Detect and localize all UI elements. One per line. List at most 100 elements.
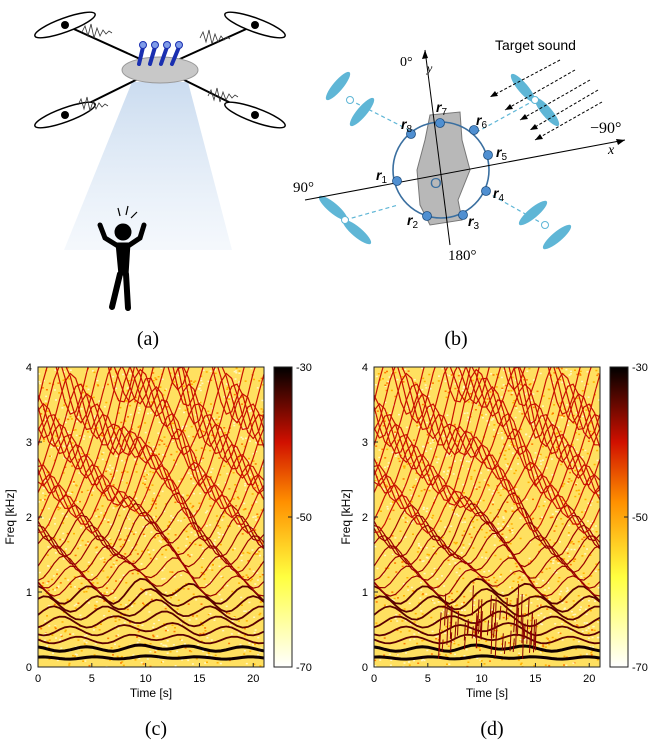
x-axis-label: x: [607, 143, 615, 158]
harmonic-line: [374, 577, 600, 605]
harmonic-line: [38, 577, 264, 605]
noise-streak: [471, 626, 474, 639]
noise-streak: [438, 629, 441, 659]
harmonic-line: [374, 385, 600, 470]
noise-streak: [438, 633, 441, 652]
noise-streak: [474, 622, 477, 636]
y-axis-label: y: [426, 61, 433, 75]
harmonic-line: [374, 598, 600, 621]
y-tick-label: 4: [362, 362, 368, 374]
angle-90-label: 90°: [293, 180, 314, 196]
angle-180-label: 180°: [448, 248, 477, 264]
noise-streak: [471, 585, 474, 616]
propeller-icon: [518, 200, 572, 250]
noise-streak: [522, 625, 525, 660]
propeller-icon: [224, 11, 286, 39]
harmonic-line: [374, 610, 600, 629]
noise-streak: [449, 605, 452, 639]
target-sound-label: Target sound: [495, 37, 576, 53]
mic-label-r5: r5: [496, 144, 507, 163]
noise-streak: [480, 611, 483, 640]
noise-streak: [529, 630, 532, 653]
harmonic-line: [38, 587, 264, 613]
noise-streak: [492, 603, 495, 617]
harmonic-line: [374, 511, 600, 558]
noise-waveform-icon: [199, 29, 231, 45]
noise-streak: [446, 616, 449, 645]
harmonic-line: [374, 503, 600, 550]
harmonic-line: [374, 643, 600, 653]
noise-streak: [463, 622, 466, 641]
noise-streak: [477, 599, 480, 627]
propeller-icon: [34, 101, 96, 129]
harmonic-line: [38, 598, 264, 621]
angle-neg90-label: −90°: [590, 120, 621, 137]
harmonic-line: [374, 654, 600, 661]
shouting-person-icon: [97, 205, 147, 311]
origin-label: O: [430, 175, 442, 192]
harmonic-line: [374, 368, 600, 456]
mic-label-r2: r2: [407, 212, 418, 231]
colorbar-tick-label: -70: [632, 662, 648, 674]
x-tick-label: 0: [371, 673, 377, 685]
noise-waveform-icon: [77, 96, 109, 112]
noise-streak: [494, 597, 497, 630]
noise-streak: [527, 596, 530, 617]
colorbar-tick-label: -50: [632, 512, 648, 524]
noise-streak: [494, 630, 497, 657]
x-tick-label: 10: [139, 673, 151, 685]
x-tick-label: 0: [35, 673, 41, 685]
noise-streak: [489, 595, 492, 617]
noise-streak: [450, 632, 453, 651]
noise-streak: [441, 639, 444, 652]
harmonic-line: [38, 544, 264, 581]
noise-streak: [457, 611, 460, 636]
noise-streak: [523, 623, 526, 640]
noise-streak: [503, 641, 506, 654]
x-tick-label: 10: [475, 673, 487, 685]
caption-d: (d): [480, 718, 504, 740]
harmonic-line: [38, 503, 264, 550]
harmonic-line: [38, 443, 264, 510]
harmonic-line: [38, 610, 264, 629]
harmonic-line: [374, 622, 600, 637]
y-tick-label: 0: [26, 662, 32, 674]
harmonic-line: [374, 532, 600, 574]
harmonic-line: [38, 478, 264, 534]
harmonic-line: [374, 544, 600, 581]
harmonic-line: [38, 633, 264, 645]
colorbar-tick-label: -30: [296, 362, 312, 374]
y-axis: [424, 49, 451, 246]
y-tick-label: 3: [26, 437, 32, 449]
noise-streak: [526, 619, 529, 644]
noise-streak: [490, 624, 493, 655]
mic-geometry-diagram: Target sound 0° y −90° x 90° 180° O r1 r…: [293, 37, 626, 264]
mic-label-r3: r3: [468, 213, 479, 232]
noise-streak: [533, 619, 536, 653]
harmonic-line: [374, 454, 600, 519]
harmonic-line: [38, 568, 264, 597]
harmonic-line: [38, 532, 264, 574]
harmonic-line: [38, 367, 264, 431]
noise-streak: [505, 597, 508, 621]
angle-0-label: 0°: [400, 55, 413, 70]
propeller-icon: [325, 71, 375, 127]
noise-streak: [475, 615, 478, 649]
harmonic-line: [374, 412, 600, 487]
harmonic-line: [374, 464, 600, 526]
harmonic-line: [374, 367, 600, 431]
noise-streak: [521, 613, 524, 644]
noise-streak: [445, 603, 448, 619]
noise-streak: [517, 583, 520, 617]
colorbar-tick-label: -50: [296, 512, 312, 524]
mic-label-r4: r4: [493, 185, 504, 204]
y-tick-label: 2: [26, 512, 32, 524]
noise-streak: [450, 606, 453, 628]
harmonic-line: [374, 478, 600, 534]
harmonic-line: [38, 412, 264, 487]
harmonic-line: [38, 367, 264, 440]
colorbar-tick-label: -30: [632, 362, 648, 374]
propeller-icon: [34, 11, 96, 39]
propeller-icon: [510, 73, 560, 127]
harmonic-line: [374, 367, 592, 424]
